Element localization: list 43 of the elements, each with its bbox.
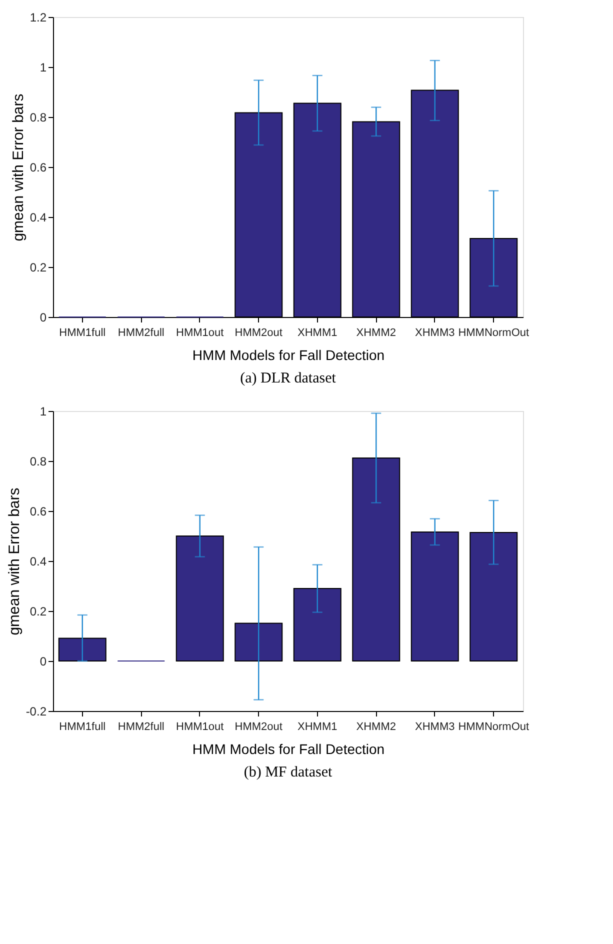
x-tick-label: XHMM2 bbox=[356, 721, 396, 733]
x-tick-label: XHMM3 bbox=[415, 721, 455, 733]
x-tick-label: HMM1out bbox=[176, 721, 224, 733]
y-tick-label: 0 bbox=[40, 310, 47, 324]
x-tick-label: XHMM1 bbox=[298, 721, 338, 733]
bar bbox=[234, 622, 283, 662]
x-tick-label: XHMM1 bbox=[298, 327, 338, 339]
x-axis-title: HMM Models for Fall Detection bbox=[192, 347, 385, 363]
y-tick-label: 0.6 bbox=[30, 504, 47, 518]
x-tick-label: HMMNormOut bbox=[458, 721, 530, 733]
y-tick-label: 1 bbox=[40, 60, 47, 74]
bar bbox=[58, 638, 106, 662]
text: (b) MF dataset bbox=[244, 764, 333, 780]
x-tick-label: HMM2out bbox=[234, 721, 282, 733]
y-tick-label: -0.2 bbox=[26, 704, 47, 718]
y-axis-title: gmean with Error bars bbox=[10, 94, 27, 242]
y-tick-label: 0.8 bbox=[30, 110, 47, 124]
y-tick-label: 1.2 bbox=[30, 10, 47, 24]
x-tick-label: XHMM2 bbox=[356, 327, 396, 339]
x-tick-label: HMM2full bbox=[118, 721, 164, 733]
y-tick-label: 0.4 bbox=[30, 554, 47, 568]
x-tick-label: HMM2full bbox=[118, 327, 164, 339]
y-tick-label: 0.8 bbox=[30, 454, 47, 468]
x-axis-title: HMM Models for Fall Detection bbox=[192, 741, 385, 757]
x-tick-label: HMM1full bbox=[59, 721, 106, 733]
bar bbox=[470, 532, 518, 662]
bar bbox=[410, 532, 459, 662]
x-tick-label: HMM1full bbox=[59, 327, 106, 339]
y-tick-label: 0.6 bbox=[30, 160, 47, 174]
x-tick-label: HMM2out bbox=[234, 327, 282, 339]
y-tick-label: 0 bbox=[40, 654, 47, 668]
bar bbox=[352, 458, 400, 662]
x-tick-label: XHMM3 bbox=[415, 327, 455, 339]
x-tick-label: HMM1out bbox=[176, 327, 224, 339]
y-axis-title: gmean with Error bars bbox=[6, 488, 23, 636]
bar bbox=[176, 536, 224, 662]
x-tick-label: HMMNormOut bbox=[458, 327, 530, 339]
bar bbox=[293, 588, 342, 662]
y-tick-label: 1 bbox=[40, 404, 47, 418]
y-tick-label: 0.4 bbox=[30, 210, 47, 224]
y-tick-label: 0.2 bbox=[30, 260, 47, 274]
text: (a) DLR dataset bbox=[240, 370, 337, 386]
y-tick-label: 0.2 bbox=[30, 604, 47, 618]
